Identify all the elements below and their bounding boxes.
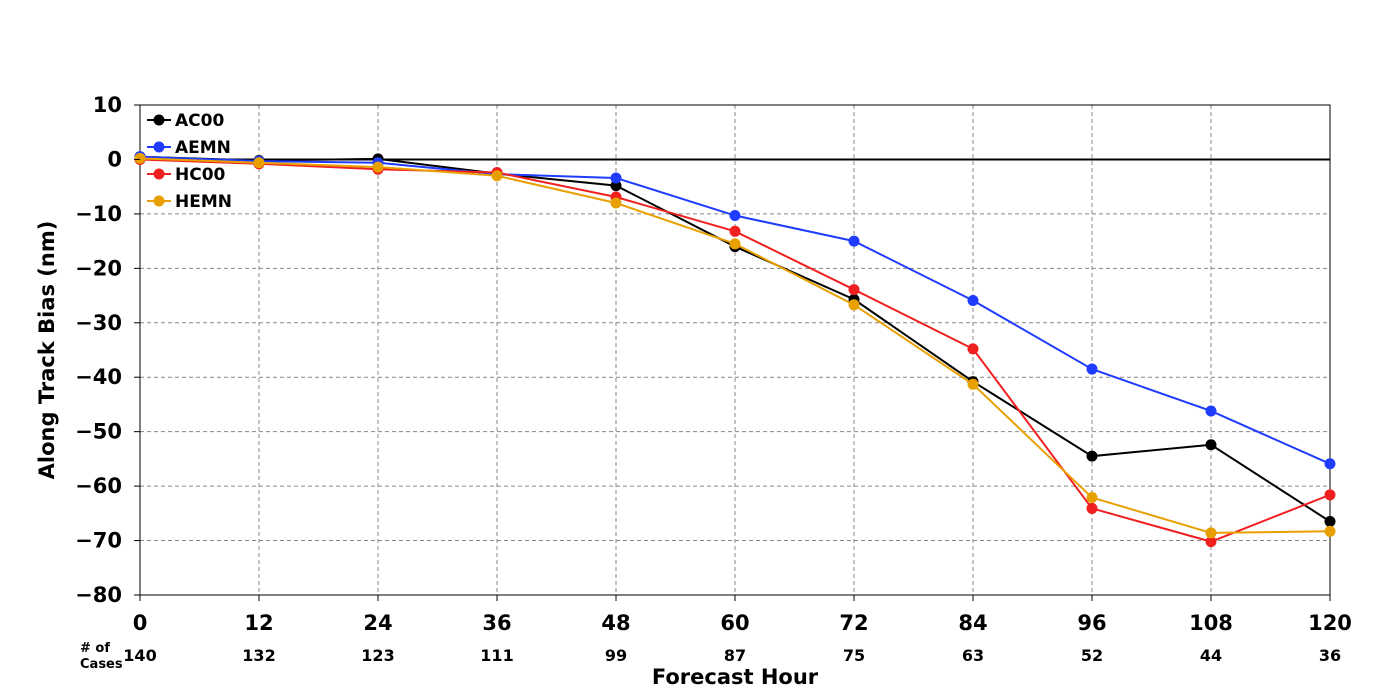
legend-swatch-marker bbox=[153, 114, 165, 126]
x-tick-label: 36 bbox=[482, 611, 511, 635]
case-count-label: 99 bbox=[605, 646, 627, 665]
data-point bbox=[729, 210, 741, 222]
series-hemn bbox=[134, 152, 1336, 539]
cases-row: 140 132 123 111 99 87 75 63 52 44 36 bbox=[123, 646, 1341, 665]
data-point bbox=[729, 238, 741, 250]
data-point bbox=[1086, 502, 1098, 514]
legend-label: HEMN bbox=[175, 192, 232, 212]
y-tick-label: −10 bbox=[75, 202, 122, 226]
x-tick-label: 108 bbox=[1189, 611, 1233, 635]
case-count-label: 140 bbox=[123, 646, 156, 665]
legend-swatch-marker bbox=[153, 168, 165, 180]
series-lines bbox=[134, 151, 1336, 548]
data-point bbox=[1324, 525, 1336, 537]
data-point bbox=[610, 197, 622, 209]
data-point bbox=[848, 284, 860, 296]
data-point bbox=[1324, 489, 1336, 501]
case-count-label: 75 bbox=[843, 646, 865, 665]
y-tick-label: −50 bbox=[75, 420, 122, 444]
x-tick-label: 96 bbox=[1077, 611, 1106, 635]
y-axis-ticks: 10 0 −10 −20 −30 −40 −50 −60 −70 −80 bbox=[75, 93, 140, 607]
y-tick-label: −60 bbox=[75, 474, 122, 498]
legend-label: AC00 bbox=[175, 111, 224, 131]
data-point bbox=[372, 161, 384, 173]
y-tick-label: −40 bbox=[75, 365, 122, 389]
data-point bbox=[610, 180, 622, 192]
legend-label: AEMN bbox=[175, 138, 231, 158]
case-count-label: 87 bbox=[724, 646, 746, 665]
x-tick-label: 12 bbox=[244, 611, 273, 635]
y-tick-label: 10 bbox=[93, 93, 122, 117]
legend-item-aemn: AEMN bbox=[147, 138, 231, 158]
data-point bbox=[1086, 450, 1098, 462]
data-point bbox=[967, 294, 979, 306]
data-point bbox=[1324, 458, 1336, 470]
data-point bbox=[1205, 527, 1217, 539]
data-point bbox=[610, 172, 622, 184]
x-tick-label: 0 bbox=[133, 611, 148, 635]
case-count-label: 123 bbox=[361, 646, 394, 665]
data-point bbox=[134, 152, 146, 164]
data-point bbox=[1205, 536, 1217, 548]
data-point bbox=[848, 299, 860, 311]
data-point bbox=[1205, 439, 1217, 451]
x-tick-label: 60 bbox=[720, 611, 749, 635]
case-count-label: 132 bbox=[242, 646, 275, 665]
data-point bbox=[1324, 516, 1336, 527]
y-tick-label: −70 bbox=[75, 529, 122, 553]
data-point bbox=[967, 343, 979, 355]
cases-row-label-line-2: Cases bbox=[80, 657, 123, 672]
data-point bbox=[491, 170, 503, 182]
data-point bbox=[1086, 363, 1098, 375]
data-point bbox=[1086, 492, 1098, 504]
legend: AC00 AEMN HC00 HEMN bbox=[147, 111, 232, 212]
x-axis-label: Forecast Hour bbox=[652, 665, 819, 689]
y-tick-label: −30 bbox=[75, 311, 122, 335]
x-tick-label: 84 bbox=[958, 611, 987, 635]
x-tick-label: 24 bbox=[363, 611, 392, 635]
legend-label: HC00 bbox=[175, 165, 226, 185]
y-axis-label: Along Track Bias (nm) bbox=[35, 221, 59, 480]
y-tick-label: 0 bbox=[107, 147, 122, 171]
legend-item-ac00: AC00 bbox=[147, 111, 224, 131]
case-count-label: 44 bbox=[1200, 646, 1222, 665]
data-point bbox=[848, 235, 860, 247]
legend-item-hc00: HC00 bbox=[147, 165, 226, 185]
y-tick-label: −80 bbox=[75, 583, 122, 607]
data-point bbox=[253, 157, 265, 169]
case-count-label: 111 bbox=[480, 646, 513, 665]
case-count-label: 36 bbox=[1319, 646, 1341, 665]
x-tick-label: 48 bbox=[601, 611, 630, 635]
case-count-label: 52 bbox=[1081, 646, 1103, 665]
data-point bbox=[729, 225, 741, 237]
legend-swatch-marker bbox=[153, 195, 165, 207]
x-axis-ticks: 0 12 24 36 48 60 72 84 96 108 120 bbox=[133, 595, 1352, 635]
data-point bbox=[1205, 405, 1217, 417]
grid-lines bbox=[140, 105, 1330, 595]
legend-item-hemn: HEMN bbox=[147, 192, 232, 212]
x-tick-label: 120 bbox=[1308, 611, 1352, 635]
cases-row-label-line-1: # of bbox=[80, 641, 110, 656]
y-tick-label: −20 bbox=[75, 256, 122, 280]
case-count-label: 63 bbox=[962, 646, 984, 665]
legend-swatch-marker bbox=[153, 141, 165, 153]
data-point bbox=[967, 378, 979, 390]
x-tick-label: 72 bbox=[839, 611, 868, 635]
